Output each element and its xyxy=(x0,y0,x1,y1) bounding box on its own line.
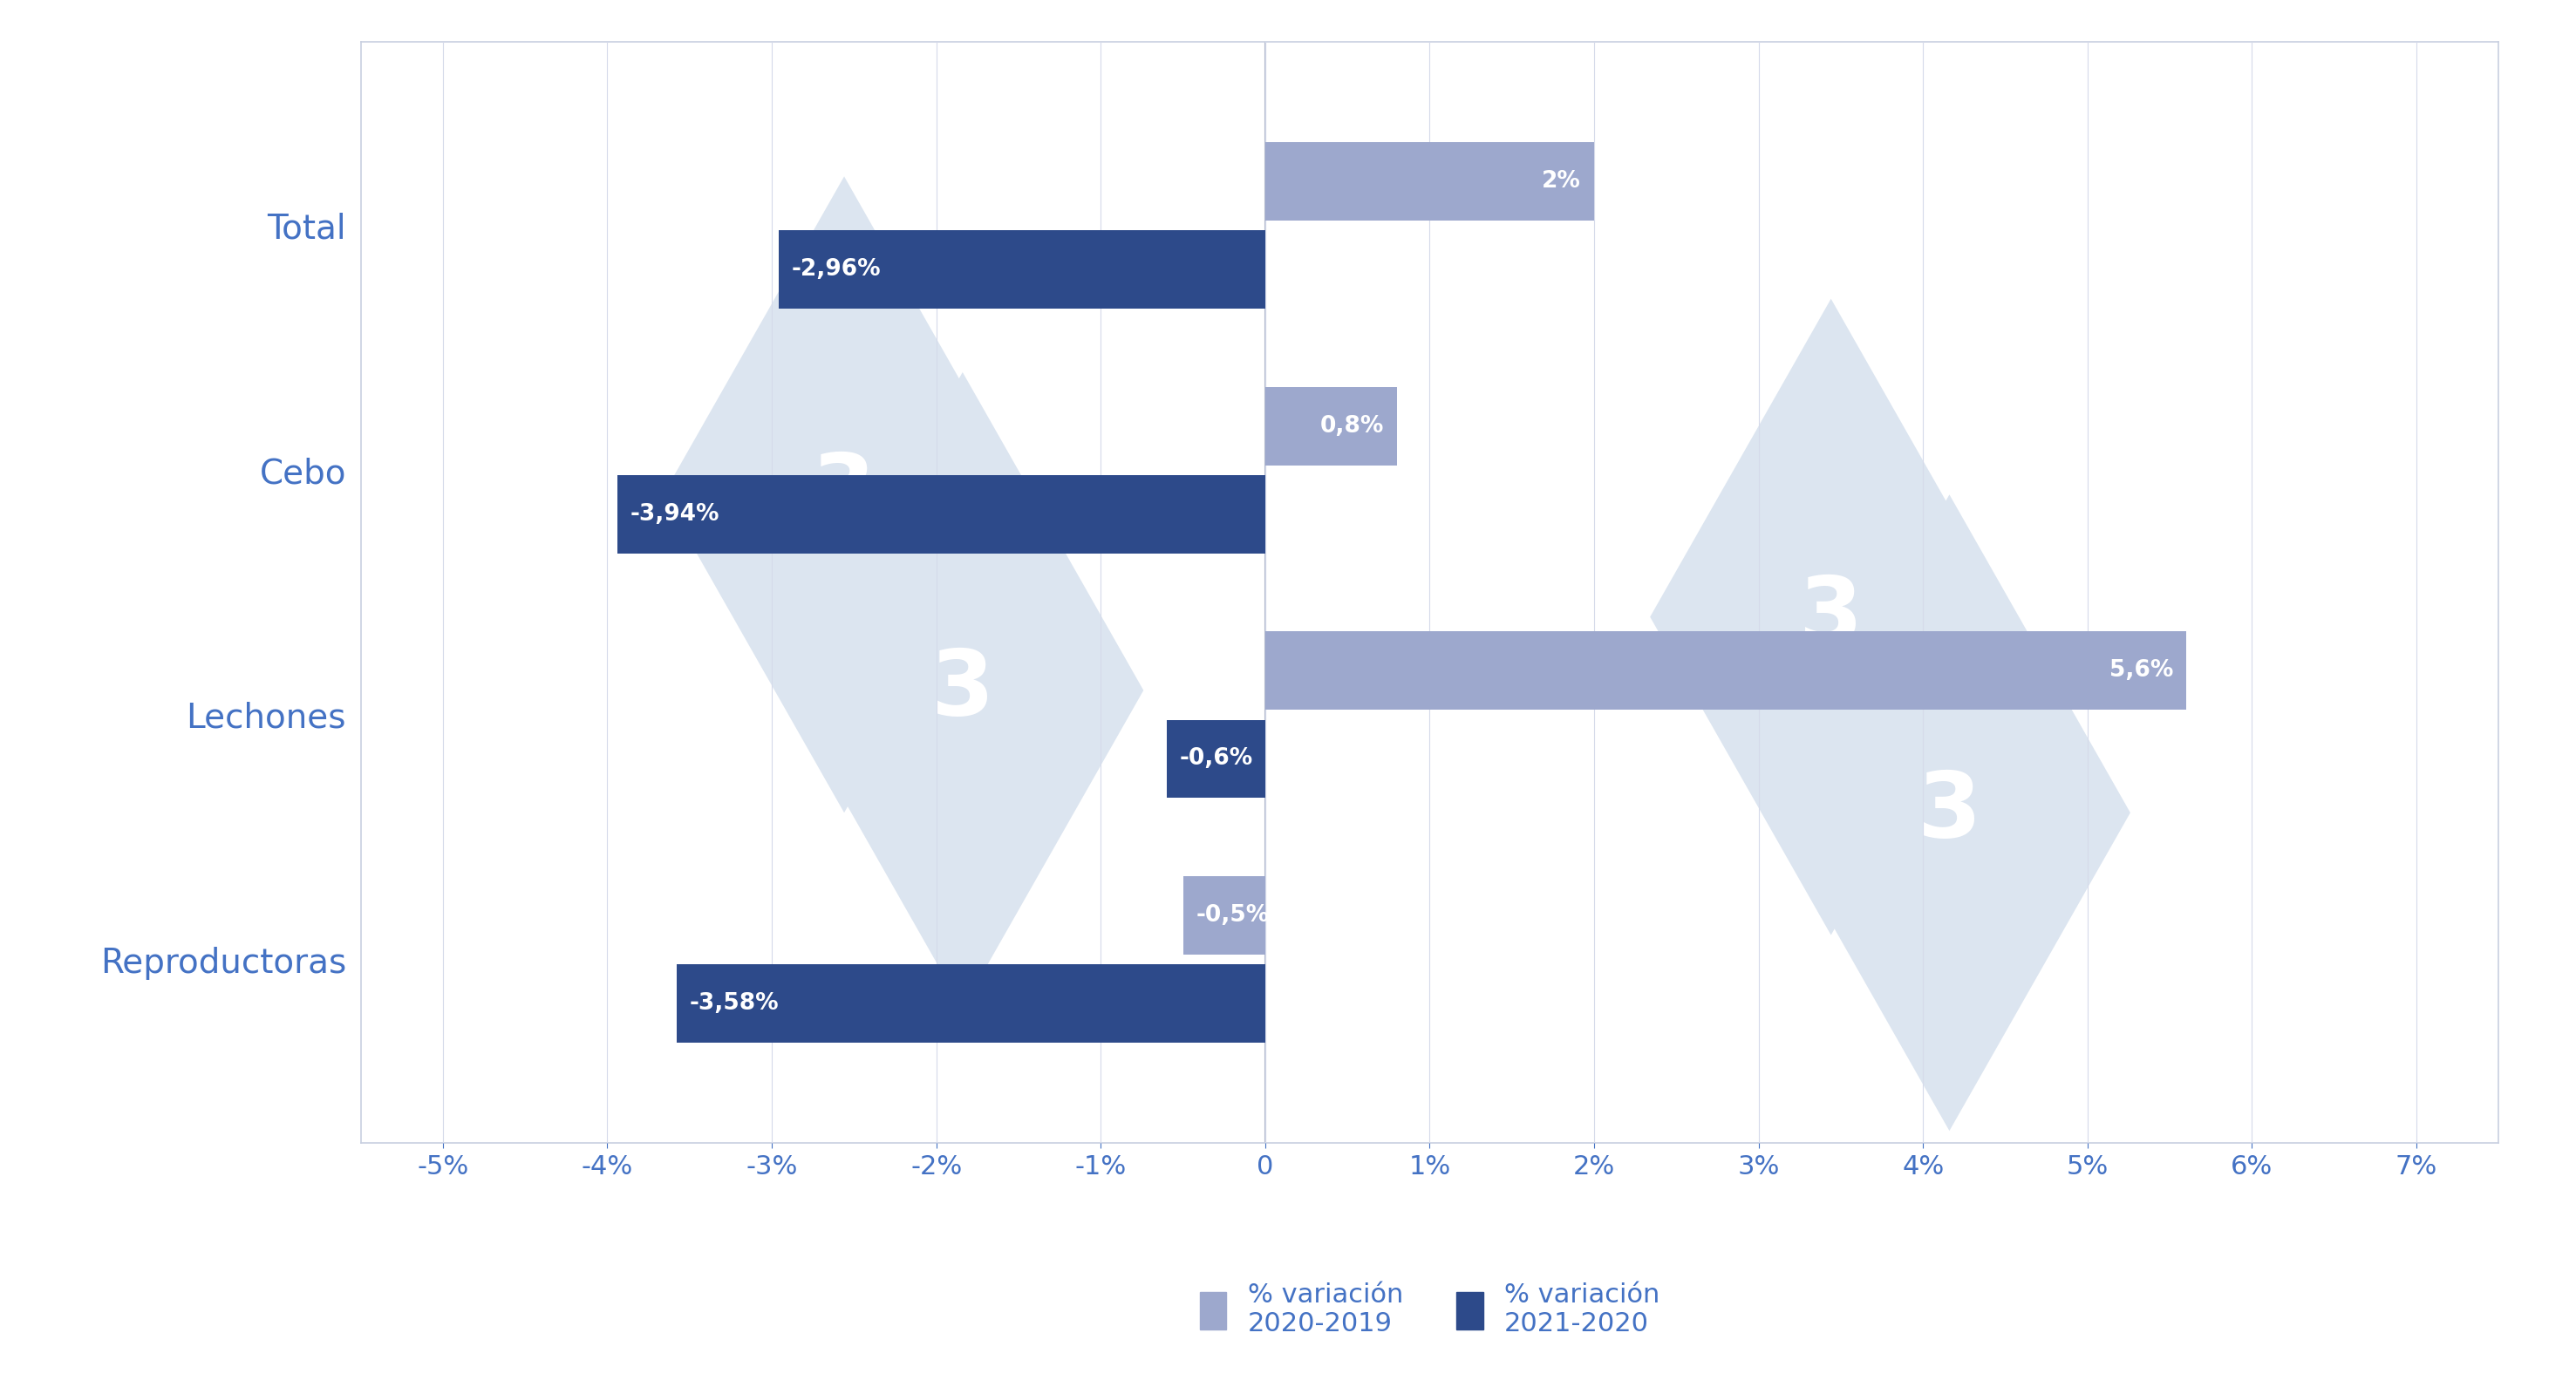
Text: 3: 3 xyxy=(811,450,876,539)
Bar xyxy=(1265,142,1595,220)
Text: -3,94%: -3,94% xyxy=(631,503,719,526)
Bar xyxy=(778,230,1265,308)
Bar xyxy=(1182,877,1265,955)
Bar xyxy=(1265,388,1396,466)
Text: 3: 3 xyxy=(930,645,994,735)
Text: -3,58%: -3,58% xyxy=(690,993,778,1015)
Polygon shape xyxy=(662,177,1025,813)
Text: -0,5%: -0,5% xyxy=(1195,905,1270,927)
Text: 3: 3 xyxy=(1798,573,1862,661)
Text: 5,6%: 5,6% xyxy=(2110,659,2174,682)
Text: -0,6%: -0,6% xyxy=(1180,747,1252,771)
Text: 0,8%: 0,8% xyxy=(1319,414,1383,438)
Text: 2%: 2% xyxy=(1543,170,1582,192)
Text: 3: 3 xyxy=(1917,768,1981,857)
Text: -2,96%: -2,96% xyxy=(791,258,881,280)
Legend: % variación
2020-2019, % variación
2021-2020: % variación 2020-2019, % variación 2021-… xyxy=(1185,1269,1674,1349)
Polygon shape xyxy=(1770,495,2130,1131)
Polygon shape xyxy=(1651,298,2012,935)
Bar xyxy=(618,475,1265,553)
Bar xyxy=(1265,631,2187,710)
Bar xyxy=(677,965,1265,1043)
Bar xyxy=(1167,719,1265,797)
Polygon shape xyxy=(781,372,1144,1008)
